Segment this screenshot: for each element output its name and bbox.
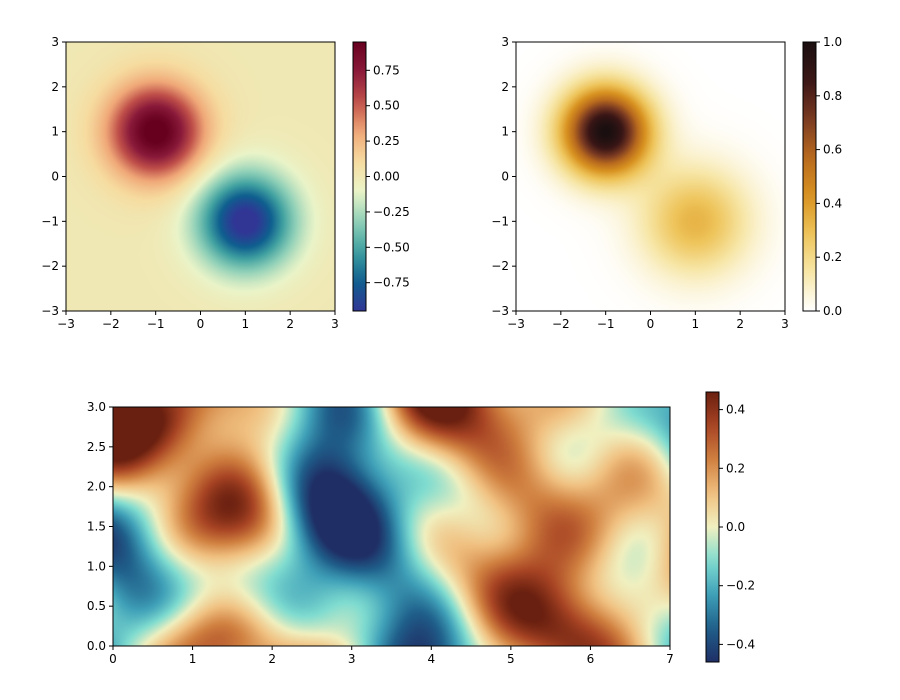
y-tick-label: 0.5 <box>87 599 106 613</box>
y-tick-label: −3 <box>41 304 59 318</box>
x-tick-label: 2 <box>736 317 744 331</box>
y-tick-label: 2 <box>501 80 509 94</box>
colorbar-2-ticks: 1.0 0.8 0.6 0.4 0.2 0.0 <box>816 35 842 318</box>
x-tick-label: −3 <box>507 317 525 331</box>
y-tick-label: 1.5 <box>87 520 106 534</box>
colorbar-tick-label: 0.6 <box>823 143 842 157</box>
x-tick-label: 0 <box>109 652 117 666</box>
colorbar-tick-label: 0.4 <box>823 196 842 210</box>
colorbar-tick-label: 0.8 <box>823 89 842 103</box>
y-tick-label: 0.0 <box>87 639 106 653</box>
colorbar-2-fill <box>803 42 816 311</box>
y-tick-label: 2 <box>51 80 59 94</box>
x-tick-label: 2 <box>286 317 294 331</box>
x-tick-label: 6 <box>587 652 595 666</box>
y-tick-label: 1 <box>501 125 509 139</box>
colorbar-tick-label: −0.75 <box>373 276 410 290</box>
colorbar-tick-label: 0.2 <box>726 461 745 475</box>
colorbar-tick-label: 0.50 <box>373 99 400 113</box>
heatmap-2-image <box>516 42 785 311</box>
colorbar-tick-label: −0.4 <box>726 637 755 651</box>
x-tick-label: 3 <box>331 317 339 331</box>
y-tick-label: 1.0 <box>87 559 106 573</box>
heatmap-1-y-ticks: −3 −2 −1 0 1 2 3 <box>41 35 66 318</box>
y-tick-label: 1 <box>51 125 59 139</box>
colorbar-3-ticks: 0.4 0.2 0.0 −0.2 −0.4 <box>719 403 755 651</box>
x-tick-label: −2 <box>552 317 570 331</box>
colorbar-tick-label: −0.50 <box>373 240 410 254</box>
y-tick-label: −1 <box>41 214 59 228</box>
x-tick-label: 4 <box>427 652 435 666</box>
heatmap-2-y-ticks: −3 −2 −1 0 1 2 3 <box>491 35 516 318</box>
colorbar-1-fill <box>353 42 366 311</box>
heatmap-3-x-ticks: 0 1 2 3 4 5 6 7 <box>109 646 674 666</box>
x-tick-label: 1 <box>242 317 250 331</box>
y-tick-label: 3.0 <box>87 400 106 414</box>
x-tick-label: 1 <box>692 317 700 331</box>
colorbar-3-fill <box>706 392 719 662</box>
y-tick-label: 0 <box>51 170 59 184</box>
colorbar-tick-label: 0.75 <box>373 63 400 77</box>
y-tick-label: 3 <box>501 35 509 49</box>
x-tick-label: −3 <box>57 317 75 331</box>
colorbar-tick-label: 0.25 <box>373 134 400 148</box>
heatmap-2-x-ticks: −3 −2 −1 0 1 2 3 <box>507 311 789 331</box>
x-tick-label: 3 <box>348 652 356 666</box>
colorbar-1-ticks: 0.75 0.50 0.25 0.00 −0.25 −0.50 −0.75 <box>366 63 410 290</box>
y-tick-label: 2.5 <box>87 440 106 454</box>
colorbar-tick-label: 0.2 <box>823 250 842 264</box>
colorbar-tick-label: 0.0 <box>823 304 842 318</box>
heatmap-3-image <box>113 407 670 646</box>
y-tick-label: −3 <box>491 304 509 318</box>
colorbar-tick-label: −0.25 <box>373 205 410 219</box>
x-tick-label: 1 <box>189 652 197 666</box>
colorbar-2: 1.0 0.8 0.6 0.4 0.2 0.0 <box>802 35 842 318</box>
y-tick-label: 2.0 <box>87 480 106 494</box>
y-tick-label: −1 <box>491 214 509 228</box>
x-tick-label: −2 <box>102 317 120 331</box>
x-tick-label: 3 <box>781 317 789 331</box>
colorbar-1: 0.75 0.50 0.25 0.00 −0.25 −0.50 −0.75 <box>352 41 410 312</box>
heatmap-panel-1: −3 −2 −1 0 1 2 3 −3 −2 −1 0 1 2 3 <box>41 35 339 331</box>
x-tick-label: 0 <box>647 317 655 331</box>
colorbar-tick-label: −0.2 <box>726 579 755 593</box>
x-tick-label: 2 <box>268 652 276 666</box>
colorbar-3: 0.4 0.2 0.0 −0.2 −0.4 <box>705 391 755 663</box>
colorbar-tick-label: 0.0 <box>726 520 745 534</box>
y-tick-label: −2 <box>41 259 59 273</box>
x-tick-label: 0 <box>197 317 205 331</box>
heatmap-panel-3: 0 1 2 3 4 5 6 7 0.0 0.5 1.0 1.5 2.0 2.5 3.0 <box>87 400 674 666</box>
heatmap-3-y-ticks: 0.0 0.5 1.0 1.5 2.0 2.5 3.0 <box>87 400 113 653</box>
colorbar-2-frame <box>802 41 817 312</box>
heatmap-1-x-ticks: −3 −2 −1 0 1 2 3 <box>57 311 339 331</box>
heatmap-1-image <box>66 42 335 311</box>
y-tick-label: −2 <box>491 259 509 273</box>
y-tick-label: 3 <box>51 35 59 49</box>
colorbar-tick-label: 0.4 <box>726 403 745 417</box>
heatmap-panel-2: −3 −2 −1 0 1 2 3 −3 −2 −1 0 1 2 3 <box>491 35 789 331</box>
x-tick-label: 5 <box>507 652 515 666</box>
colorbar-tick-label: 1.0 <box>823 35 842 49</box>
x-tick-label: −1 <box>147 317 165 331</box>
x-tick-label: 7 <box>666 652 674 666</box>
colorbar-tick-label: 0.00 <box>373 170 400 184</box>
y-tick-label: 0 <box>501 170 509 184</box>
x-tick-label: −1 <box>597 317 615 331</box>
